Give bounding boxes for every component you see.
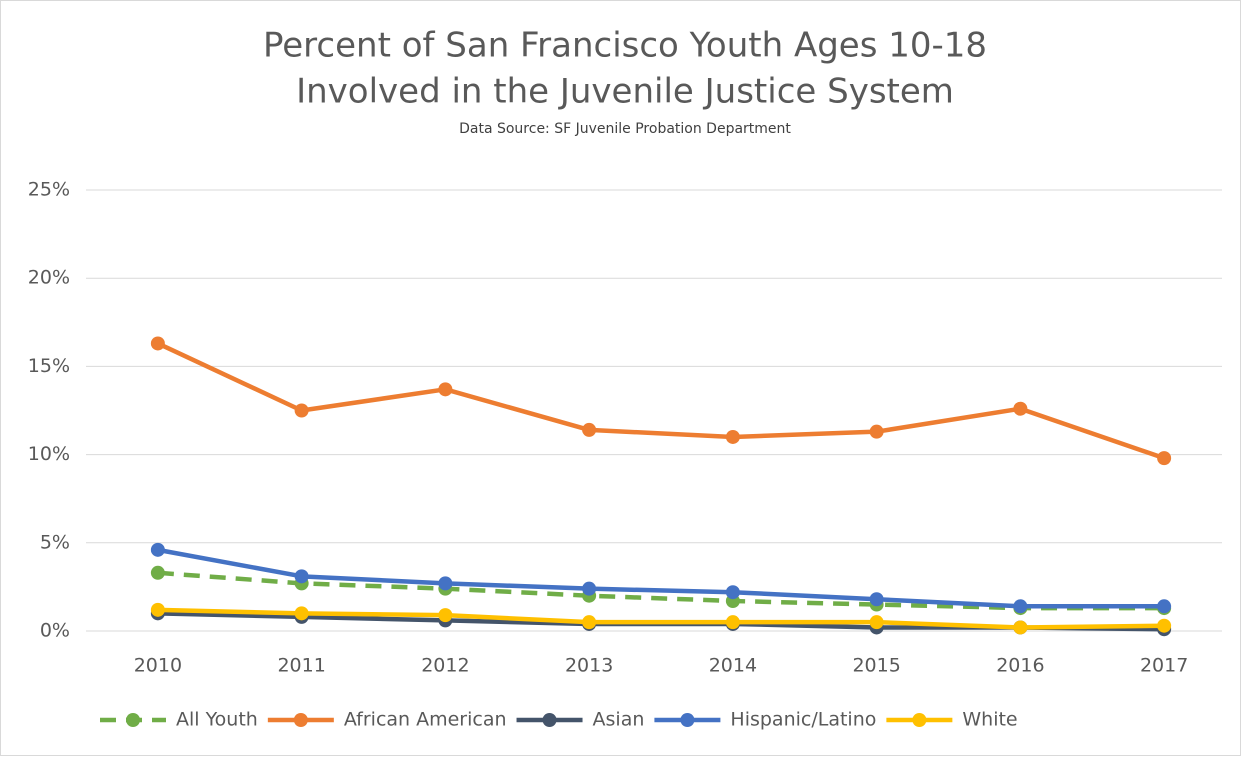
- x-tick-label: 2010: [134, 655, 182, 677]
- x-tick-label: 2016: [996, 655, 1044, 677]
- y-tick-label: 25%: [28, 179, 70, 201]
- data-point: [725, 585, 740, 600]
- data-point: [725, 615, 740, 630]
- legend-marker: [293, 713, 308, 727]
- data-point: [438, 608, 453, 623]
- x-tick-label: 2015: [852, 655, 900, 677]
- data-point: [1013, 620, 1028, 635]
- data-point: [294, 569, 309, 584]
- data-point: [725, 429, 740, 444]
- data-point: [150, 565, 165, 580]
- x-tick-label: 2013: [565, 655, 613, 677]
- legend-label: African American: [344, 709, 507, 731]
- x-tick-label: 2014: [709, 655, 757, 677]
- data-point: [150, 336, 165, 351]
- data-point: [582, 615, 597, 630]
- legend-label: All Youth: [176, 709, 258, 731]
- chart-subtitle: Data Source: SF Juvenile Probation Depar…: [459, 121, 791, 137]
- data-point: [438, 576, 453, 591]
- data-point: [294, 606, 309, 621]
- data-point: [869, 424, 884, 439]
- legend-marker: [542, 713, 557, 727]
- x-tick-label: 2011: [277, 655, 325, 677]
- data-point: [869, 615, 884, 630]
- series-line: [157, 547, 1165, 609]
- data-point: [1157, 451, 1172, 466]
- data-point: [582, 422, 597, 437]
- y-tick-label: 15%: [28, 355, 70, 377]
- chart-title: Percent of San Francisco Youth Ages 10-1…: [263, 26, 987, 66]
- data-point: [582, 581, 597, 596]
- y-tick-label: 20%: [28, 267, 70, 289]
- legend-marker: [126, 713, 140, 727]
- data-point: [1013, 401, 1028, 416]
- y-tick-label: 5%: [40, 531, 70, 553]
- y-tick-label: 10%: [28, 443, 70, 465]
- data-point: [150, 602, 165, 617]
- y-tick-label: 0%: [40, 620, 70, 642]
- data-point: [438, 382, 453, 397]
- data-point: [150, 542, 165, 557]
- legend-marker: [680, 713, 695, 727]
- data-point: [1157, 599, 1172, 614]
- data-point: [1013, 599, 1028, 614]
- series-line: [157, 570, 1165, 611]
- x-tick-label: 2012: [421, 655, 469, 677]
- data-point: [1157, 618, 1172, 633]
- legend-marker: [912, 713, 927, 727]
- series-line: [157, 607, 1165, 630]
- x-tick-label: 2017: [1140, 655, 1188, 677]
- legend-label: Hispanic/Latino: [730, 709, 876, 731]
- series-line: [156, 341, 1165, 461]
- data-point: [294, 403, 309, 418]
- chart-title: Involved in the Juvenile Justice System: [296, 72, 954, 112]
- legend-label: Asian: [593, 709, 645, 731]
- legend-label: White: [962, 709, 1017, 731]
- data-point: [869, 592, 884, 607]
